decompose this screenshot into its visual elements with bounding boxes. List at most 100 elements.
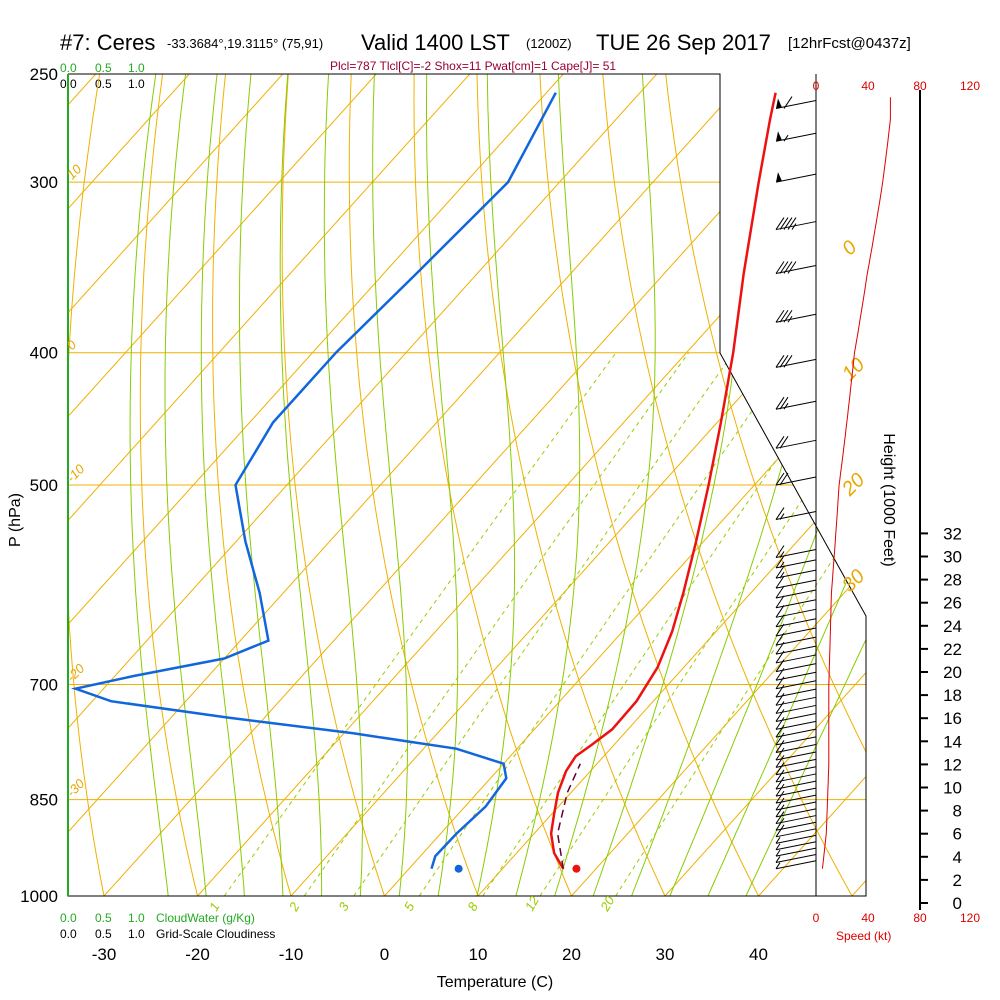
moist-adiabat <box>323 74 363 896</box>
moist-adiabat <box>164 74 210 896</box>
wind-barb-pennant <box>776 98 782 109</box>
wind-barb-staff <box>775 608 817 618</box>
wind-barb-half-flag <box>775 862 781 869</box>
mixing-ratio-line <box>223 352 617 896</box>
zulu-time: (1200Z) <box>526 36 572 51</box>
wind-barb <box>775 623 817 637</box>
cloud-water-top-legend: 0.0 0.5 1.0 0.0 0.5 1.0 <box>60 61 145 91</box>
isotherm-line <box>68 74 590 896</box>
height-tick-label: 20 <box>943 663 962 682</box>
wind-barb-staff <box>775 618 817 628</box>
wind-barb-half-flag <box>779 571 785 579</box>
moist-adiabat <box>732 74 866 896</box>
wind-barb-flag <box>783 261 793 274</box>
dewpoint-profile <box>70 92 557 870</box>
moist-adiabat <box>279 74 323 896</box>
wind-barb <box>775 701 817 714</box>
pressure-tick-label: 300 <box>30 173 58 192</box>
wind-barb-flag <box>775 701 785 714</box>
isotherm-label: 10 <box>64 161 85 182</box>
wind-barb-staff <box>775 358 817 368</box>
temperature-tick-label: -30 <box>92 945 117 964</box>
wind-barb-flag <box>775 762 785 775</box>
wind-barb-staff <box>775 766 817 776</box>
cl-tick: 0.5 <box>95 927 112 941</box>
speed-tick-bottom: 0 <box>813 911 820 925</box>
pressure-tick-label: 1000 <box>20 887 58 906</box>
wind-barb-staff <box>775 636 817 646</box>
wind-barb <box>775 817 817 831</box>
wind-barb-flag <box>783 217 793 230</box>
wind-barb-flag <box>775 804 785 818</box>
pressure-axis-label: P (hPa) <box>7 493 24 547</box>
wind-barb-flag <box>775 396 785 410</box>
temperature-tick-label: 20 <box>562 945 581 964</box>
speed-tick-bottom: 120 <box>960 911 980 925</box>
wind-barb-staff <box>775 548 817 558</box>
wind-barb <box>775 131 817 142</box>
wind-barb-flag <box>779 355 789 368</box>
height-tick-label: 28 <box>943 571 962 590</box>
isotherm-line <box>68 74 309 896</box>
wind-barb-pennant <box>776 172 782 183</box>
wind-barb-staff <box>775 663 817 673</box>
wind-barb-flag <box>775 595 785 609</box>
temperature-profile <box>549 92 777 870</box>
wind-barb-staff <box>775 712 817 722</box>
wind-barb-flag <box>775 740 785 753</box>
temperature-tick-label: -20 <box>185 945 210 964</box>
wind-barb-flag <box>775 717 785 730</box>
isotherm-line <box>758 74 866 896</box>
wind-barb-staff <box>775 439 817 449</box>
height-tick-label: 26 <box>943 594 962 613</box>
wind-barb-staff <box>775 100 817 110</box>
wind-barb-flag <box>775 797 785 811</box>
wind-barb-staff <box>775 794 817 804</box>
wind-barb <box>775 853 817 863</box>
isotherm-line <box>68 74 122 896</box>
wind-barb <box>775 717 817 730</box>
moist-adiabat <box>545 74 656 896</box>
wind-barb <box>775 575 817 589</box>
sounding-profiles <box>70 92 777 873</box>
height-tick-label: 22 <box>943 640 962 659</box>
isotherm-line <box>851 74 866 896</box>
wind-barb-flag <box>783 309 793 323</box>
wind-barbs <box>775 96 817 870</box>
wind-barb <box>775 824 817 838</box>
pressure-tick-label: 250 <box>30 65 58 84</box>
height-tick-label: 12 <box>943 755 962 774</box>
wind-barb-staff <box>775 671 817 681</box>
isotherm-label: 30 <box>838 565 869 596</box>
wind-barb-staff <box>775 834 817 844</box>
wind-barb <box>775 684 817 698</box>
height-tick-label: 8 <box>953 802 962 821</box>
speed-tick-top: 0 <box>813 79 820 93</box>
wind-barb-staff <box>775 808 817 818</box>
wind-barb <box>775 755 817 768</box>
wind-barb <box>775 595 817 609</box>
wind-barb-staff <box>775 751 817 761</box>
dry-adiabat <box>212 74 300 896</box>
wind-barb <box>775 804 817 818</box>
wind-barb-staff <box>775 627 817 637</box>
wind-barb-staff <box>775 579 817 589</box>
cw-tick: 1.0 <box>128 61 145 75</box>
isotherm-line <box>664 74 866 896</box>
valid-time: Valid 1400 LST <box>361 30 510 55</box>
wind-barb-staff <box>775 265 817 275</box>
wind-barb-staff <box>775 720 817 730</box>
wind-barb <box>775 605 817 618</box>
wind-barb-flag <box>775 261 785 274</box>
pressure-axis: 250 300 400 500 700 850 1000 <box>20 65 58 906</box>
cl-tick: 0.0 <box>60 927 77 941</box>
isotherm-line <box>571 74 866 896</box>
wind-barb <box>775 769 817 783</box>
wind-barb-flag <box>775 755 785 768</box>
station-title: #7: Ceres <box>60 30 155 55</box>
wind-barb <box>775 261 817 275</box>
cl-tick: 1.0 <box>128 77 145 91</box>
station-coordinates: -33.3684°,19.3115° (75,91) <box>167 36 323 51</box>
wind-barb-flag <box>775 790 785 804</box>
temperature-axis-label: Temperature (C) <box>437 974 553 991</box>
